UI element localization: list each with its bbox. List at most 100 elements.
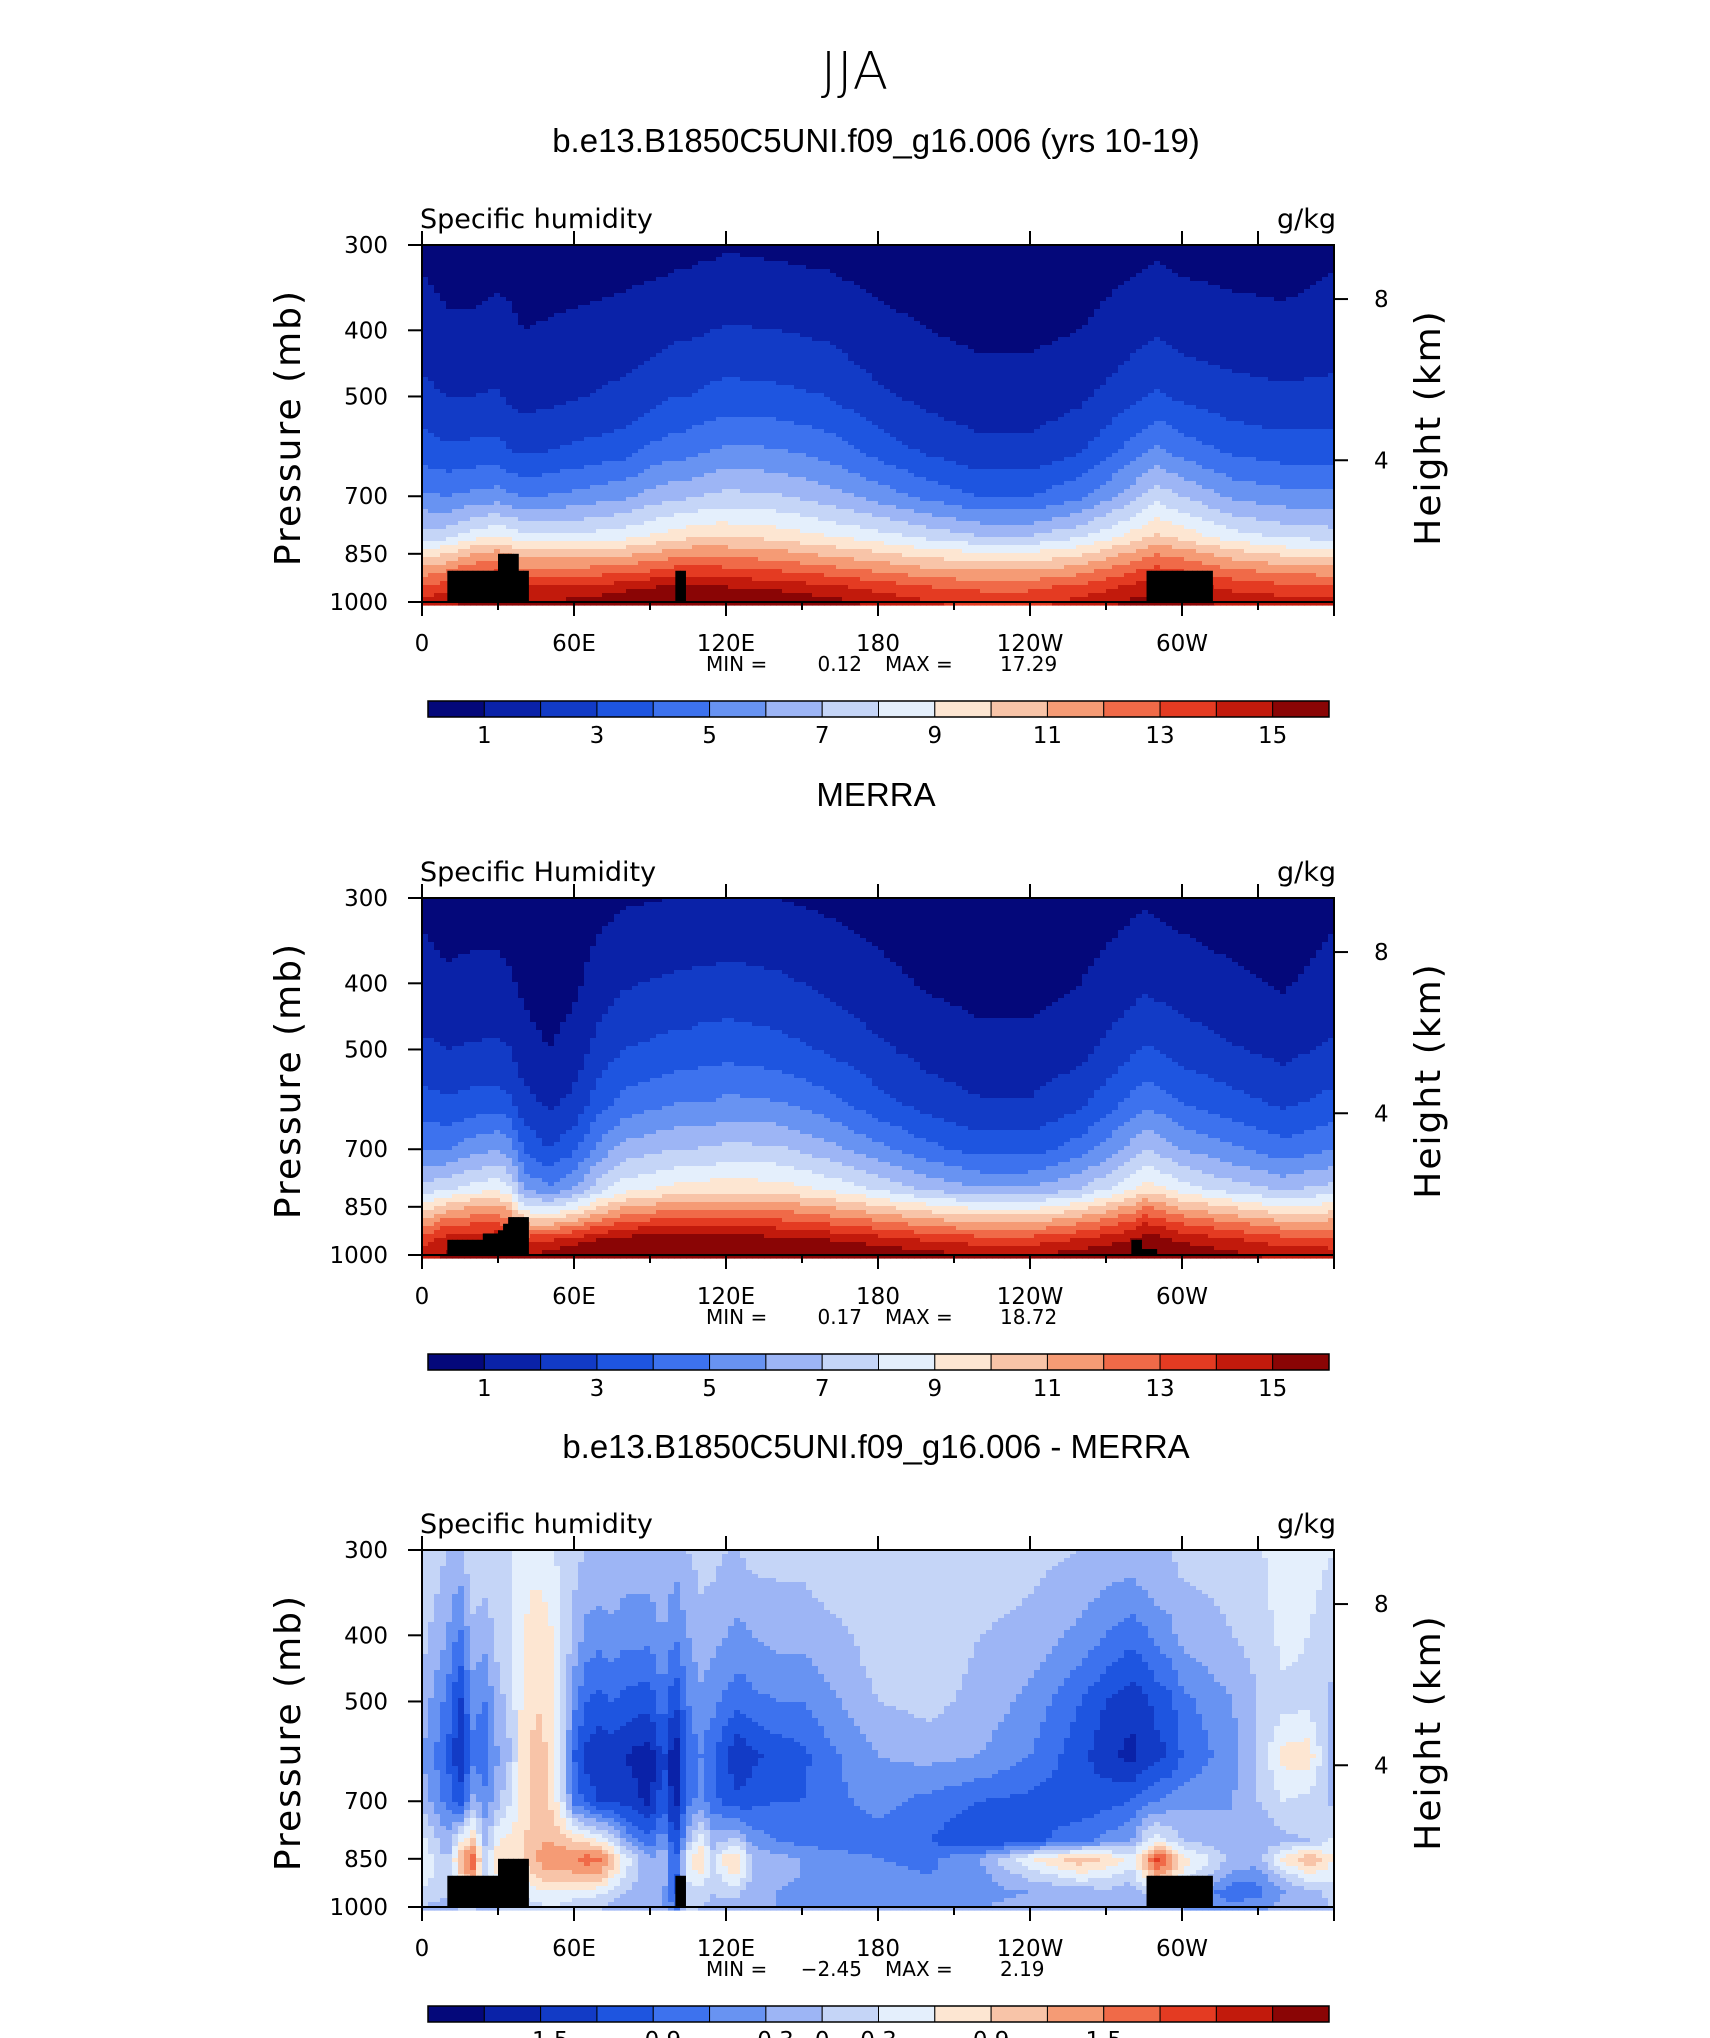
heatmap-cell xyxy=(668,281,675,286)
heatmap-cell xyxy=(1274,269,1281,274)
heatmap-cell xyxy=(596,289,603,294)
heatmap-cell xyxy=(1304,265,1311,270)
heatmap-cell xyxy=(986,273,993,278)
heatmap-cell xyxy=(1274,305,1281,310)
heatmap-cell xyxy=(488,265,495,270)
heatmap-cell xyxy=(1148,285,1155,290)
heatmap-cell xyxy=(554,305,561,310)
heatmap-cell xyxy=(1136,269,1143,274)
heatmap-cell xyxy=(830,269,837,274)
heatmap-cell xyxy=(476,289,483,294)
heatmap-cell xyxy=(722,281,729,286)
heatmap-cell xyxy=(488,249,495,254)
heatmap-cell xyxy=(1130,269,1137,274)
heatmap-cell xyxy=(1256,261,1263,266)
heatmap-cell xyxy=(872,285,879,290)
heatmap-cell xyxy=(512,249,519,254)
heatmap-cell xyxy=(554,289,561,294)
heatmap-cell xyxy=(668,261,675,266)
heatmap-cell xyxy=(1112,297,1119,302)
heatmap-cell xyxy=(1016,313,1023,318)
heatmap-cell xyxy=(1094,257,1101,262)
heatmap-cell xyxy=(692,317,699,322)
heatmap-cell xyxy=(530,281,537,286)
heatmap-cell xyxy=(680,257,687,262)
heatmap-cell xyxy=(614,265,621,270)
heatmap-cell xyxy=(1256,305,1263,310)
heatmap-cell xyxy=(992,285,999,290)
heatmap-cell xyxy=(1004,289,1011,294)
heatmap-cell xyxy=(482,249,489,254)
heatmap-cell xyxy=(1124,309,1131,314)
heatmap-cell xyxy=(452,273,459,278)
heatmap-cell xyxy=(1016,293,1023,298)
heatmap-cell xyxy=(620,293,627,298)
heatmap-cell xyxy=(440,273,447,278)
heatmap-cell xyxy=(638,289,645,294)
heatmap-cell xyxy=(1244,249,1251,254)
heatmap-cell xyxy=(1232,285,1239,290)
heatmap-cell xyxy=(560,261,567,266)
heatmap-cell xyxy=(1070,273,1077,278)
heatmap-cell xyxy=(782,309,789,314)
heatmap-cell xyxy=(740,293,747,298)
heatmap-cell xyxy=(854,277,861,282)
heatmap-cell xyxy=(548,289,555,294)
heatmap-cell xyxy=(572,313,579,318)
heatmap-cell xyxy=(1166,261,1173,266)
heatmap-cell xyxy=(860,281,867,286)
heatmap-cell xyxy=(830,301,837,306)
heatmap-cell xyxy=(1256,257,1263,262)
heatmap-cell xyxy=(1304,305,1311,310)
heatmap-cell xyxy=(1226,249,1233,254)
heatmap-cell xyxy=(1082,285,1089,290)
heatmap-cell xyxy=(1268,257,1275,262)
heatmap-cell xyxy=(500,253,507,258)
heatmap-cell xyxy=(1082,273,1089,278)
heatmap-cell xyxy=(716,297,723,302)
heatmap-cell xyxy=(842,277,849,282)
heatmap-cell xyxy=(704,265,711,270)
heatmap-cell xyxy=(1094,277,1101,282)
heatmap-cell xyxy=(794,285,801,290)
heatmap-cell xyxy=(860,277,867,282)
heatmap-cell xyxy=(542,293,549,298)
heatmap-cell xyxy=(1016,273,1023,278)
heatmap-cell xyxy=(1028,313,1035,318)
heatmap-cell xyxy=(920,309,927,314)
heatmap-cell xyxy=(560,293,567,298)
heatmap-cell xyxy=(1292,297,1299,302)
heatmap-cell xyxy=(782,297,789,302)
heatmap-cell xyxy=(596,293,603,298)
heatmap-cell xyxy=(446,261,453,266)
heatmap-cell xyxy=(572,273,579,278)
heatmap-cell xyxy=(758,305,765,310)
heatmap-cell xyxy=(794,297,801,302)
heatmap-cell xyxy=(494,269,501,274)
heatmap-cell xyxy=(596,257,603,262)
heatmap-cell xyxy=(770,297,777,302)
heatmap-cell xyxy=(614,289,621,294)
heatmap-cell xyxy=(1058,305,1065,310)
heatmap-cell xyxy=(770,249,777,254)
heatmap-cell xyxy=(500,289,507,294)
heatmap-cell xyxy=(776,257,783,262)
heatmap-cell xyxy=(722,257,729,262)
heatmap-cell xyxy=(842,293,849,298)
heatmap-cell xyxy=(866,289,873,294)
heatmap-cell xyxy=(548,309,555,314)
heatmap-cell xyxy=(1172,289,1179,294)
heatmap-cell xyxy=(800,273,807,278)
heatmap-cell xyxy=(824,257,831,262)
heatmap-cell xyxy=(1286,277,1293,282)
heatmap-cell xyxy=(428,289,435,294)
heatmap-cell xyxy=(1202,293,1209,298)
heatmap-cell xyxy=(1262,289,1269,294)
heatmap-cell xyxy=(854,305,861,310)
heatmap-cell xyxy=(440,249,447,254)
heatmap-cell xyxy=(578,309,585,314)
heatmap-cell xyxy=(896,301,903,306)
heatmap-cell xyxy=(1202,281,1209,286)
heatmap-cell xyxy=(584,289,591,294)
heatmap-cell xyxy=(1046,289,1053,294)
